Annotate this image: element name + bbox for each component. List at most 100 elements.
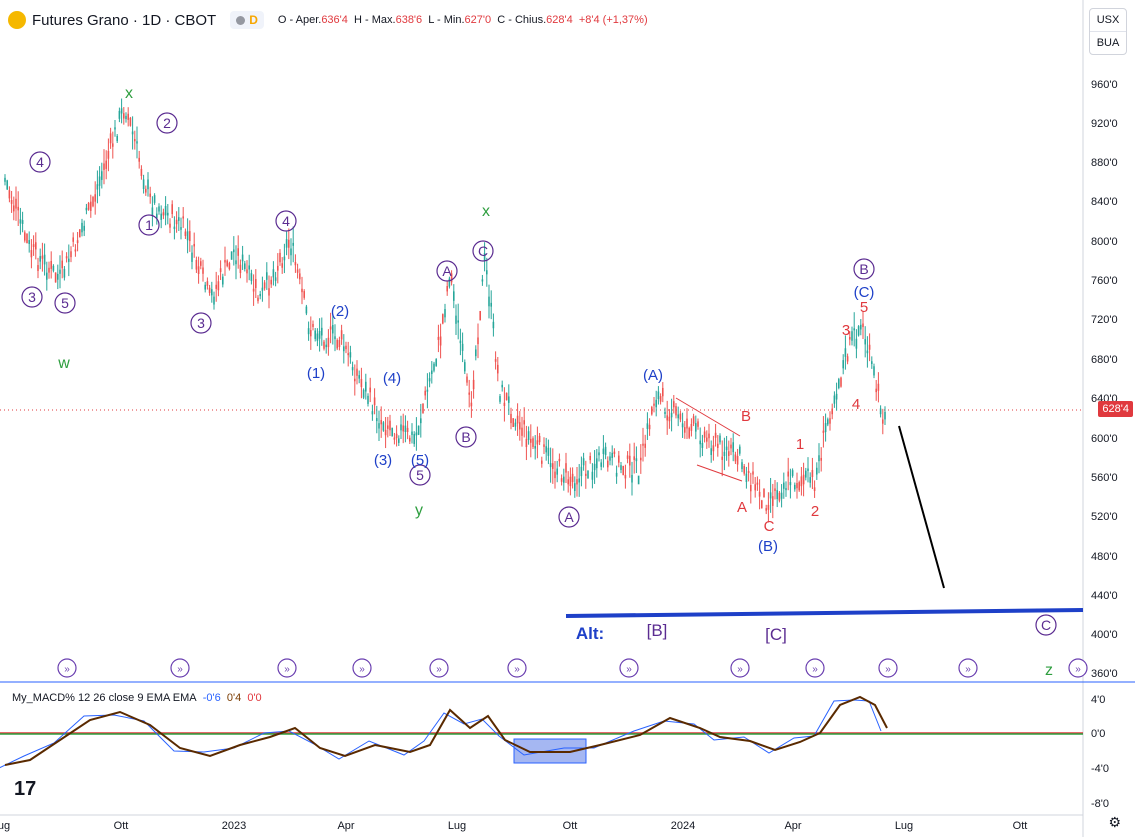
candle-body	[563, 476, 565, 483]
candle-body	[677, 414, 679, 419]
candle-body	[684, 427, 686, 433]
price-tick-label: 720'0	[1091, 314, 1118, 326]
event-marker-icon[interactable]	[170, 658, 190, 678]
currency-button[interactable]: USX	[1096, 14, 1120, 26]
candle-body	[35, 242, 37, 250]
candle-body	[349, 352, 352, 358]
event-marker-icon[interactable]	[1068, 658, 1088, 678]
event-marker-icon[interactable]	[277, 658, 297, 678]
wave-circle-text: 2	[163, 115, 171, 131]
price-tick-label: 800'0	[1091, 236, 1118, 248]
symbol-title[interactable]: Futures Grano · 1D · CBOT	[32, 11, 217, 29]
wave-circle-label	[54, 292, 76, 314]
candle-body	[857, 326, 860, 336]
projection-line[interactable]	[898, 425, 945, 589]
candle-body	[703, 431, 706, 438]
candle-body	[129, 117, 132, 126]
candle-body	[248, 265, 250, 270]
candle-body	[450, 273, 453, 283]
event-marker-icon[interactable]	[507, 658, 527, 678]
candle-body	[591, 471, 594, 480]
candle-body	[827, 419, 829, 425]
candle-body	[435, 359, 437, 366]
candle-body	[761, 500, 763, 509]
candle-body	[741, 462, 743, 470]
unit-button[interactable]: BUA	[1090, 31, 1126, 54]
candle-body	[508, 396, 510, 403]
event-marker-icon[interactable]	[352, 658, 372, 678]
candle-body	[310, 330, 312, 337]
candle-body	[164, 205, 167, 216]
candle-body	[340, 330, 343, 340]
candle-body	[706, 437, 708, 442]
wave-green-label: y	[415, 502, 423, 519]
candle-body	[365, 381, 367, 392]
candle-body	[532, 438, 534, 447]
candle-body	[4, 177, 6, 182]
wave-circle-label	[409, 464, 431, 486]
support-line[interactable]	[565, 608, 1084, 618]
event-marker-icon[interactable]	[57, 658, 77, 678]
event-marker-icon[interactable]	[958, 658, 978, 678]
candle-body	[736, 456, 739, 465]
candle-body	[239, 264, 242, 274]
candle-body	[204, 284, 206, 290]
candle-body	[354, 378, 356, 382]
candle-body	[279, 252, 281, 263]
wave-circle-text: C	[478, 243, 488, 259]
candle-body	[107, 150, 110, 159]
candle-body	[545, 446, 547, 453]
event-marker-icon[interactable]	[805, 658, 825, 678]
candle-body	[140, 168, 143, 176]
candle-body	[699, 440, 701, 445]
candle-body	[732, 442, 734, 453]
candle-body	[74, 249, 77, 252]
candle-body	[98, 176, 101, 186]
candle-body	[325, 344, 327, 348]
candle-body	[327, 337, 330, 348]
candle-body	[81, 222, 83, 233]
candle-body	[171, 204, 173, 215]
candle-body	[136, 141, 138, 144]
wave-red-label: 5	[860, 299, 868, 316]
visibility-toggle[interactable]: D	[230, 11, 264, 29]
candle-body	[851, 331, 853, 341]
candle-body	[831, 408, 833, 415]
event-marker-glyph: »	[812, 664, 818, 675]
candle-body	[457, 320, 459, 323]
candle-body	[846, 356, 849, 362]
candle-body	[719, 435, 721, 443]
candle-body	[127, 113, 129, 120]
macd-legend[interactable]: My_MACD% 12 26 close 9 EMA EMA -0'6 0'4 …	[12, 692, 262, 704]
candle-body	[395, 433, 398, 439]
tradingview-logo[interactable]: 17	[14, 778, 37, 800]
candle-body	[774, 488, 776, 492]
wave-red-label: B	[741, 408, 751, 425]
candle-body	[431, 370, 433, 375]
event-marker-icon[interactable]	[730, 658, 750, 678]
candle-body	[156, 213, 158, 219]
scale-options: USX BUA	[1089, 8, 1127, 55]
candle-body	[180, 227, 182, 230]
candle-body	[400, 424, 402, 431]
candle-body	[13, 205, 15, 212]
candle-body	[76, 240, 79, 244]
candle-body	[266, 272, 268, 280]
event-marker-icon[interactable]	[878, 658, 898, 678]
wave-circle-text: 1	[145, 217, 153, 233]
candle-body	[442, 314, 444, 324]
candle-body	[772, 496, 774, 506]
settings-gear-icon[interactable]: ⚙	[1108, 814, 1121, 830]
candle-body	[569, 476, 572, 487]
candle-body	[479, 310, 481, 321]
candle-body	[356, 368, 358, 376]
event-marker-icon[interactable]	[429, 658, 449, 678]
wave-circle-text: 5	[416, 467, 424, 483]
candle-body	[739, 446, 741, 454]
event-marker-icon[interactable]	[619, 658, 639, 678]
candle-body	[413, 434, 415, 444]
price-tick-label: 880'0	[1091, 157, 1118, 169]
candle-body	[635, 458, 638, 462]
wave-red-label: A	[737, 499, 747, 516]
